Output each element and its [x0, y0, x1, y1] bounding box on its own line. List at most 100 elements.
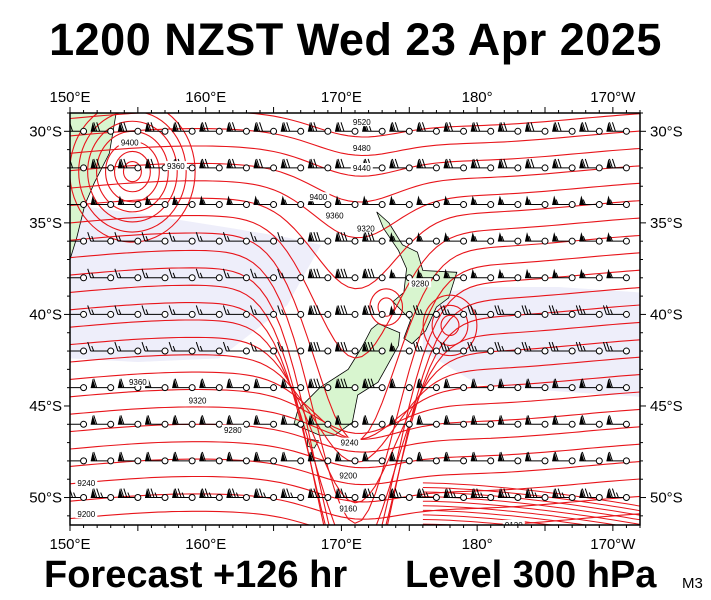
wind-barb — [222, 232, 250, 245]
wind-barb — [362, 415, 386, 428]
contour-line — [70, 441, 640, 469]
wind-barb — [416, 488, 440, 502]
contour-label-bg — [75, 477, 98, 487]
contour-label: 9200 — [339, 472, 357, 481]
contour-label: 9320 — [357, 224, 375, 233]
wind-barb — [70, 237, 88, 245]
wind-barb — [250, 232, 278, 245]
wind-barb — [90, 122, 115, 135]
contour-label: 9320 — [189, 396, 207, 405]
contour-labels: 9520 9480 9440 9400 9360 9320 9280 9360 9320 9280… — [75, 117, 525, 525]
contour-label: 9440 — [353, 164, 371, 173]
contour-label-bg — [350, 117, 373, 127]
contour-label: 9160 — [339, 505, 357, 514]
wind-barb — [416, 122, 440, 135]
wind-barb — [280, 158, 305, 172]
contour-label-bg — [186, 395, 209, 405]
contour-ring — [422, 294, 478, 357]
wind-barb — [70, 420, 88, 428]
contour-label: 9240 — [341, 439, 359, 448]
wind-barb — [277, 305, 305, 318]
wind-barb — [362, 341, 386, 355]
wind-barb — [525, 195, 549, 209]
lon-label-bottom: 170°E — [321, 536, 362, 553]
wind-barb — [602, 305, 630, 318]
wind-barb — [416, 158, 440, 172]
lon-label-bottom: 180° — [462, 536, 493, 553]
contour-line — [70, 113, 640, 138]
wind-barb — [389, 451, 413, 465]
contour-label: 9520 — [353, 118, 371, 127]
wind-barb — [389, 158, 413, 172]
wind-barb — [222, 305, 250, 318]
wind-barb — [307, 122, 332, 135]
contour-ring — [369, 288, 404, 326]
lon-label-bottom: 170°W — [590, 536, 636, 553]
lat-label-left: 45°S — [29, 398, 62, 415]
wind-barb — [307, 451, 332, 465]
wind-barb — [548, 341, 576, 355]
wind-barb — [335, 415, 359, 428]
wind-barb — [199, 415, 223, 428]
wind-barb — [525, 158, 549, 172]
wind-barb — [443, 451, 468, 465]
wind-barb — [389, 232, 413, 245]
lon-label-bottom: 150°E — [49, 536, 90, 553]
lat-label-left: 35°S — [29, 215, 62, 232]
wind-barb — [362, 378, 386, 392]
wind-barb — [253, 488, 278, 502]
contour-line — [70, 284, 640, 525]
wind-barb — [307, 488, 332, 502]
wind-barb — [443, 415, 468, 428]
wind-barb — [172, 415, 196, 428]
contour-line — [70, 319, 640, 525]
lon-label-top: 170°W — [590, 89, 636, 106]
contour-label: 9480 — [353, 144, 371, 153]
wind-barb — [90, 488, 115, 502]
wind-barb — [280, 195, 305, 209]
contour-line — [422, 500, 640, 525]
wind-barb — [525, 451, 549, 465]
wind-barb — [199, 195, 223, 209]
wind-barb — [579, 451, 603, 465]
wind-barb — [195, 268, 223, 282]
wind-barb — [552, 451, 576, 465]
lat-label-left: 30°S — [29, 123, 62, 140]
wind-barb — [443, 378, 468, 392]
wind-barb — [90, 195, 115, 209]
contour-label-bg — [354, 223, 377, 233]
wind-barb — [141, 305, 169, 318]
wind-barb — [250, 268, 278, 282]
contour-ring — [431, 304, 469, 347]
wind-barb — [494, 341, 522, 355]
wind-barb — [497, 451, 522, 465]
wind-barb — [362, 451, 386, 465]
wind-barb — [525, 122, 549, 135]
wind-barb — [253, 415, 278, 428]
wind-barb — [548, 305, 576, 318]
contour-label: 9360 — [326, 212, 344, 221]
wind-barb — [521, 341, 549, 355]
wind-barb — [606, 488, 630, 502]
wind-barb — [335, 341, 359, 355]
wind-barbs — [70, 122, 630, 502]
wind-barb — [579, 415, 603, 428]
wind-barb — [199, 488, 223, 502]
contour-line — [422, 482, 640, 507]
wind-barb — [335, 488, 359, 502]
model-label: M3 — [682, 575, 703, 592]
wind-barb — [497, 415, 522, 428]
wind-barb — [416, 232, 440, 245]
contour-ring — [122, 160, 142, 183]
wind-barb — [470, 415, 495, 428]
contour-ring — [440, 314, 460, 337]
wind-barb — [172, 195, 196, 209]
wind-barb — [226, 415, 250, 428]
wind-barb — [168, 341, 196, 355]
wind-barb — [579, 158, 603, 172]
lon-label-bottom: 160°E — [185, 536, 226, 553]
wind-barb — [362, 232, 386, 245]
contour-label-bg — [338, 437, 361, 447]
wind-barb — [606, 158, 630, 172]
contour-label-bg — [164, 161, 187, 171]
